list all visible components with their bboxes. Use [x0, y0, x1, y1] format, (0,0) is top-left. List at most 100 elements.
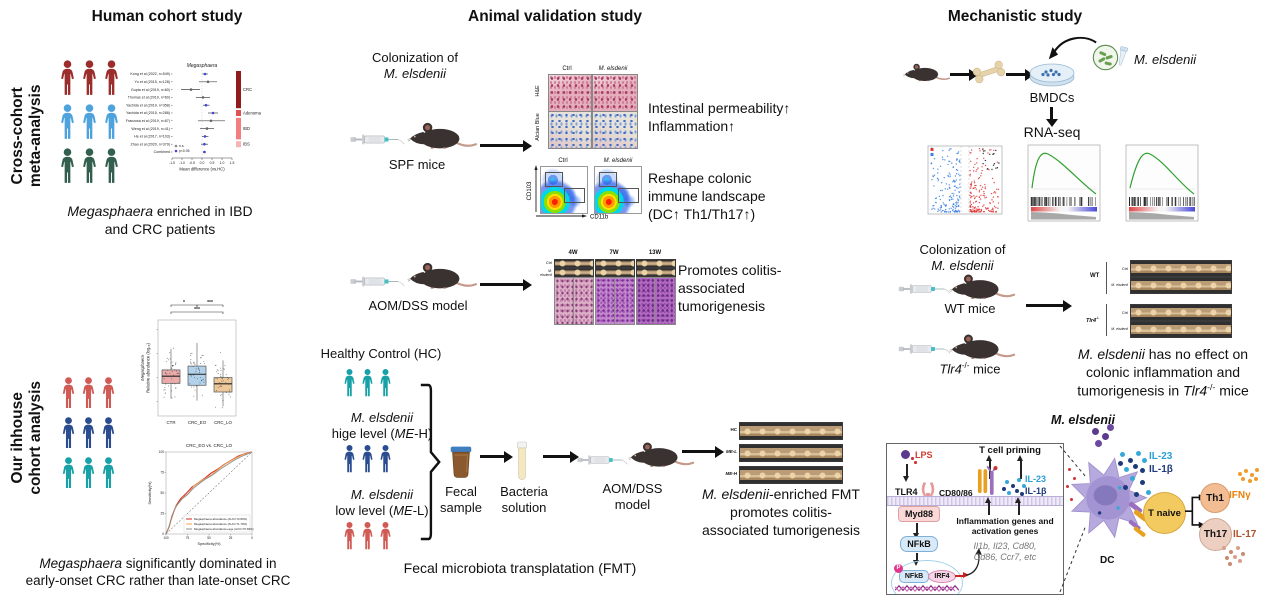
- person-icon: [58, 147, 77, 185]
- tumor-histology: [636, 277, 656, 325]
- svg-text:0: 0: [162, 532, 164, 536]
- result-line2: associated: [678, 280, 745, 296]
- svg-text:CRC_EO vs. CRC_LO: CRC_EO vs. CRC_LO: [186, 443, 233, 448]
- level-text: low level (: [335, 503, 393, 518]
- colon-photo: [595, 259, 635, 268]
- syringe-icon: [350, 131, 406, 148]
- colon-photo: [1130, 321, 1232, 338]
- person-icon: [378, 368, 393, 398]
- il17-label: IL-17: [1233, 529, 1256, 540]
- arrow-up-small: [988, 502, 990, 515]
- histology-row-he: H&E: [535, 74, 541, 108]
- t-naive-cell: T naive: [1143, 492, 1186, 534]
- result-line3: tumorigenesis: [678, 298, 765, 314]
- histology-panel: Ctrl M. elsdenii H&E Alcian Blue: [538, 66, 638, 150]
- person-icon: [342, 368, 357, 398]
- person-icon: [378, 521, 393, 551]
- svg-text:IBS: IBS: [243, 142, 250, 147]
- week-label-4w: 4W: [554, 250, 592, 256]
- label-rest: mice: [969, 361, 1000, 376]
- row-label-ctrl: Ctrl: [1108, 266, 1128, 271]
- svg-text:Sensitivity(%): Sensitivity(%): [148, 481, 152, 505]
- nfkb-nuclear-node: NFkB: [899, 570, 929, 583]
- fmt-aom-label: AOM/DSS model: [585, 481, 680, 514]
- lps-label: LPS: [915, 450, 933, 460]
- rotated-label-line2: meta-analysis: [27, 51, 45, 221]
- arrow-down-small: [906, 464, 908, 477]
- label-line1: AOM/DSS: [603, 481, 663, 496]
- colonization-label: Colonization of M. elsdenii: [348, 50, 482, 83]
- result-permeability: Intestinal permeability↑ Inflammation↑: [648, 100, 878, 136]
- caption-text: significantly dominated in: [122, 556, 277, 571]
- colonization-text: Colonization of: [372, 50, 458, 65]
- fecal-sample-icon: [447, 444, 475, 481]
- me-italic: ME: [393, 503, 413, 518]
- week-label-13w: 13W: [636, 250, 674, 256]
- svg-text:Yu et al (2015, n=128): Yu et al (2015, n=128): [135, 80, 170, 84]
- cd80-86-receptor-icon: [977, 464, 1001, 500]
- svg-text:Specificity(%): Specificity(%): [198, 542, 222, 546]
- flow-cytometry-panel: Ctrl M. elsdenii CD103 CD11b: [524, 158, 654, 230]
- bacteria-solution-label: Bacteria solution: [492, 484, 556, 517]
- label-line2: model: [615, 497, 650, 512]
- group-label-wt: WT: [1090, 273, 1104, 279]
- svg-text:***: ***: [194, 307, 200, 313]
- arrow-right: [1026, 304, 1064, 307]
- svg-text:100: 100: [159, 450, 165, 454]
- gene-italic: Tlr4: [1086, 318, 1096, 324]
- colon-photo-hc: [739, 422, 843, 440]
- svg-text:Yachida et al (2019, n=358): Yachida et al (2019, n=358): [126, 103, 170, 107]
- colon-photo: [1130, 277, 1232, 294]
- lps-molecule-icon: [901, 450, 910, 459]
- svg-text:Thomas et al (2019, n=60): Thomas et al (2019, n=60): [128, 96, 170, 100]
- label-line1: Bacteria: [500, 484, 548, 499]
- svg-text:*: *: [183, 300, 185, 306]
- alcian-blue-image-ctrl: [548, 111, 592, 149]
- svg-text:1.0: 1.0: [220, 161, 225, 165]
- signaling-pathway-box: LPS TLR4 T cell priming CD80/86 IL-23 IL…: [886, 443, 1064, 595]
- svg-text:Megasphaera: Megasphaera: [187, 63, 218, 69]
- people-row-meh: [342, 444, 393, 474]
- people-row-ctr: [60, 376, 117, 410]
- histology-col-ctrl: Ctrl: [546, 66, 588, 72]
- svg-text:50: 50: [160, 491, 164, 495]
- arrow-up-small: [1020, 460, 1022, 479]
- svg-text:25: 25: [229, 536, 233, 540]
- rotated-label-line1: Cross-cohort: [9, 51, 27, 221]
- arrow-up-small: [1018, 502, 1020, 515]
- ifng-label: IFNγ: [1229, 490, 1251, 501]
- people-row-ibd: [58, 103, 121, 141]
- svg-text:-1.0: -1.0: [179, 161, 185, 165]
- species-italic: M. elsdenii: [351, 410, 413, 425]
- dendritic-cell-icon: [1066, 444, 1150, 560]
- ifng-dots-icon: [1238, 472, 1242, 476]
- tumor-histology: [573, 277, 594, 325]
- tumor-histology: [614, 277, 635, 325]
- arrow-right: [950, 73, 970, 76]
- caption-text2: early-onset CRC rather than late-onset C…: [26, 573, 291, 588]
- alcian-blue-image-melsdenii: [592, 111, 638, 149]
- svg-text:IBD: IBD: [243, 126, 250, 131]
- person-icon: [58, 59, 77, 97]
- melsdenii-label-2: M. elsdenii: [1028, 413, 1138, 427]
- spf-mice-label: SPF mice: [362, 157, 472, 173]
- dna-icon: [895, 584, 959, 593]
- syringe-icon: [898, 341, 952, 357]
- svg-text:Megasphaera: Megasphaera: [140, 355, 145, 381]
- arrow-right: [543, 455, 571, 458]
- svg-text:Zhao et al (2020, n=379): Zhao et al (2020, n=379): [131, 142, 170, 146]
- caption-text2: and CRC patients: [105, 221, 216, 237]
- gene-italic: Tlr4: [939, 361, 961, 376]
- colon-photo: [1130, 260, 1232, 277]
- tumor-histology: [595, 277, 615, 325]
- th17-cell: Th17: [1199, 518, 1232, 551]
- colon-photo: [554, 259, 594, 268]
- people-row-mel: [342, 521, 393, 551]
- species-italic: M. elsdenii: [702, 486, 769, 502]
- il23-label: IL-23: [1025, 474, 1046, 484]
- svg-text:100: 100: [163, 536, 169, 540]
- label-line2: sample: [440, 500, 482, 515]
- aom-row-melsdenii: M. elsdenii: [536, 269, 552, 277]
- il1b-label: IL-1β: [1025, 486, 1047, 496]
- cell-membrane: [887, 496, 1063, 506]
